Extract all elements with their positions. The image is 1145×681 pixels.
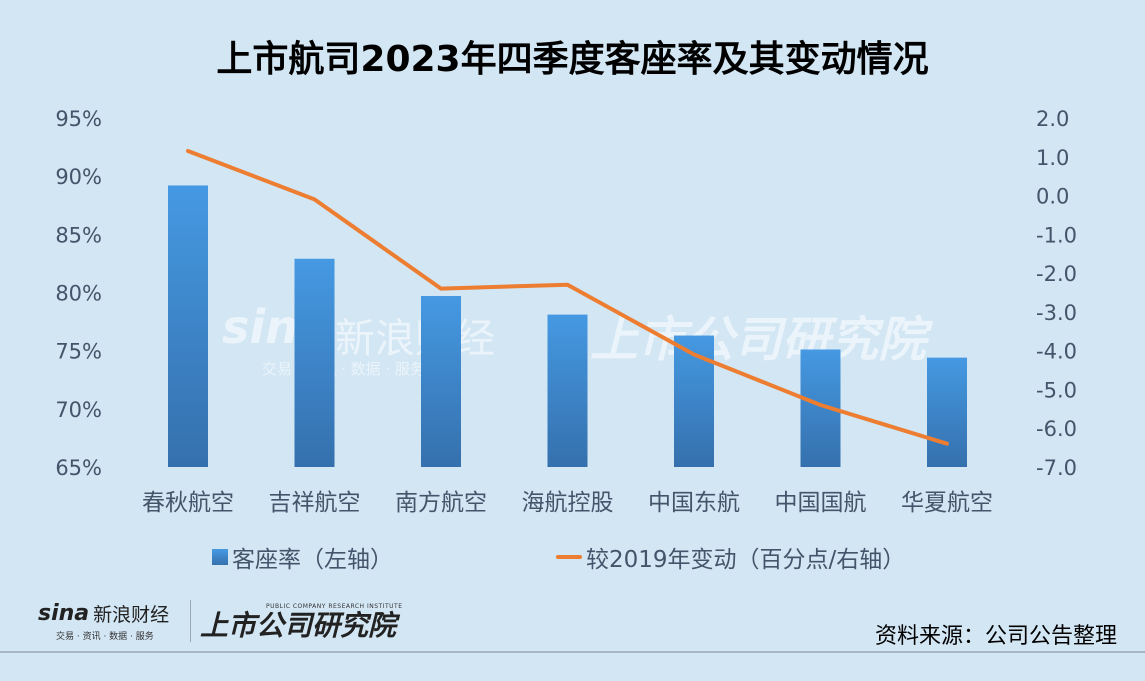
sina-tagline: 交易 · 资讯 · 数据 · 服务: [56, 632, 154, 642]
left-axis-tick: 85%: [55, 223, 102, 247]
right-axis-tick: -3.0: [1036, 301, 1077, 325]
line-series: [186, 149, 949, 446]
legend: 客座率（左轴） 较2019年变动（百分点/右轴）: [0, 540, 1145, 574]
logo-divider: [190, 600, 191, 642]
data-source: 资料来源：公司公告整理: [874, 624, 1117, 649]
left-axis-tick: 70%: [55, 398, 102, 422]
line-swatch-icon: [556, 555, 582, 559]
bar-series: [168, 185, 967, 467]
legend-line-label: 较2019年变动（百分点/右轴）: [586, 547, 906, 573]
right-axis: 2.0 1.0 0.0 -1.0 -2.0 -3.0 -4.0 -5.0 -6.0 -7.0: [1036, 107, 1077, 480]
category-axis: 春秋航空 吉祥航空 南方航空 海航控股 中国东航 中国国航 华夏航空: [142, 490, 993, 516]
left-axis-tick: 80%: [55, 282, 102, 306]
bar: [421, 295, 461, 467]
left-axis: 95% 90% 85% 80% 75% 70% 65%: [55, 107, 102, 480]
bar: [927, 357, 967, 467]
legend-item-bar: 客座率（左轴）: [212, 540, 393, 574]
institute-english-name: PUBLIC COMPANY RESEARCH INSTITUTE: [266, 603, 403, 610]
sina-finance-text: 新浪财经: [93, 604, 170, 626]
legend-item-line: 较2019年变动（百分点/右轴）: [556, 540, 905, 574]
right-axis-tick: 1.0: [1036, 146, 1069, 170]
footer-divider: [0, 651, 1145, 653]
bar-swatch-icon: [212, 549, 228, 565]
legend-bar-label: 客座率（左轴）: [232, 547, 393, 573]
category-label: 中国东航: [648, 490, 740, 516]
right-axis-tick: -7.0: [1036, 456, 1077, 480]
category-label: 春秋航空: [142, 490, 234, 516]
bar: [547, 314, 588, 467]
bar: [168, 185, 208, 467]
sina-finance-logo: sina 新浪财经: [38, 600, 169, 627]
left-axis-tick: 75%: [55, 340, 102, 364]
sina-logo-icon: sina: [38, 601, 90, 626]
category-label: 中国国航: [775, 490, 867, 516]
right-axis-tick: 0.0: [1036, 185, 1069, 209]
right-axis-tick: -5.0: [1036, 378, 1077, 402]
right-axis-tick: -1.0: [1036, 223, 1077, 247]
bar: [294, 258, 335, 467]
category-label: 南方航空: [395, 490, 487, 516]
left-axis-tick: 95%: [55, 107, 102, 131]
left-axis-tick: 65%: [55, 456, 102, 480]
category-label: 华夏航空: [901, 490, 993, 516]
right-axis-tick: 2.0: [1036, 107, 1069, 131]
right-axis-tick: -6.0: [1036, 417, 1077, 441]
category-label: 海航控股: [522, 490, 614, 516]
left-axis-tick: 90%: [55, 165, 102, 189]
right-axis-tick: -4.0: [1036, 340, 1077, 364]
chart-title: 上市航司2023年四季度客座率及其变动情况: [216, 39, 929, 80]
category-label: 吉祥航空: [269, 490, 361, 516]
bar: [674, 335, 714, 467]
institute-logo: 上市公司研究院: [200, 609, 397, 642]
right-axis-tick: -2.0: [1036, 262, 1077, 286]
combo-chart: 95% 90% 85% 80% 75% 70% 65% 2.0 1.0 0.0 -1.0 -2.0 -…: [55, 107, 1077, 516]
